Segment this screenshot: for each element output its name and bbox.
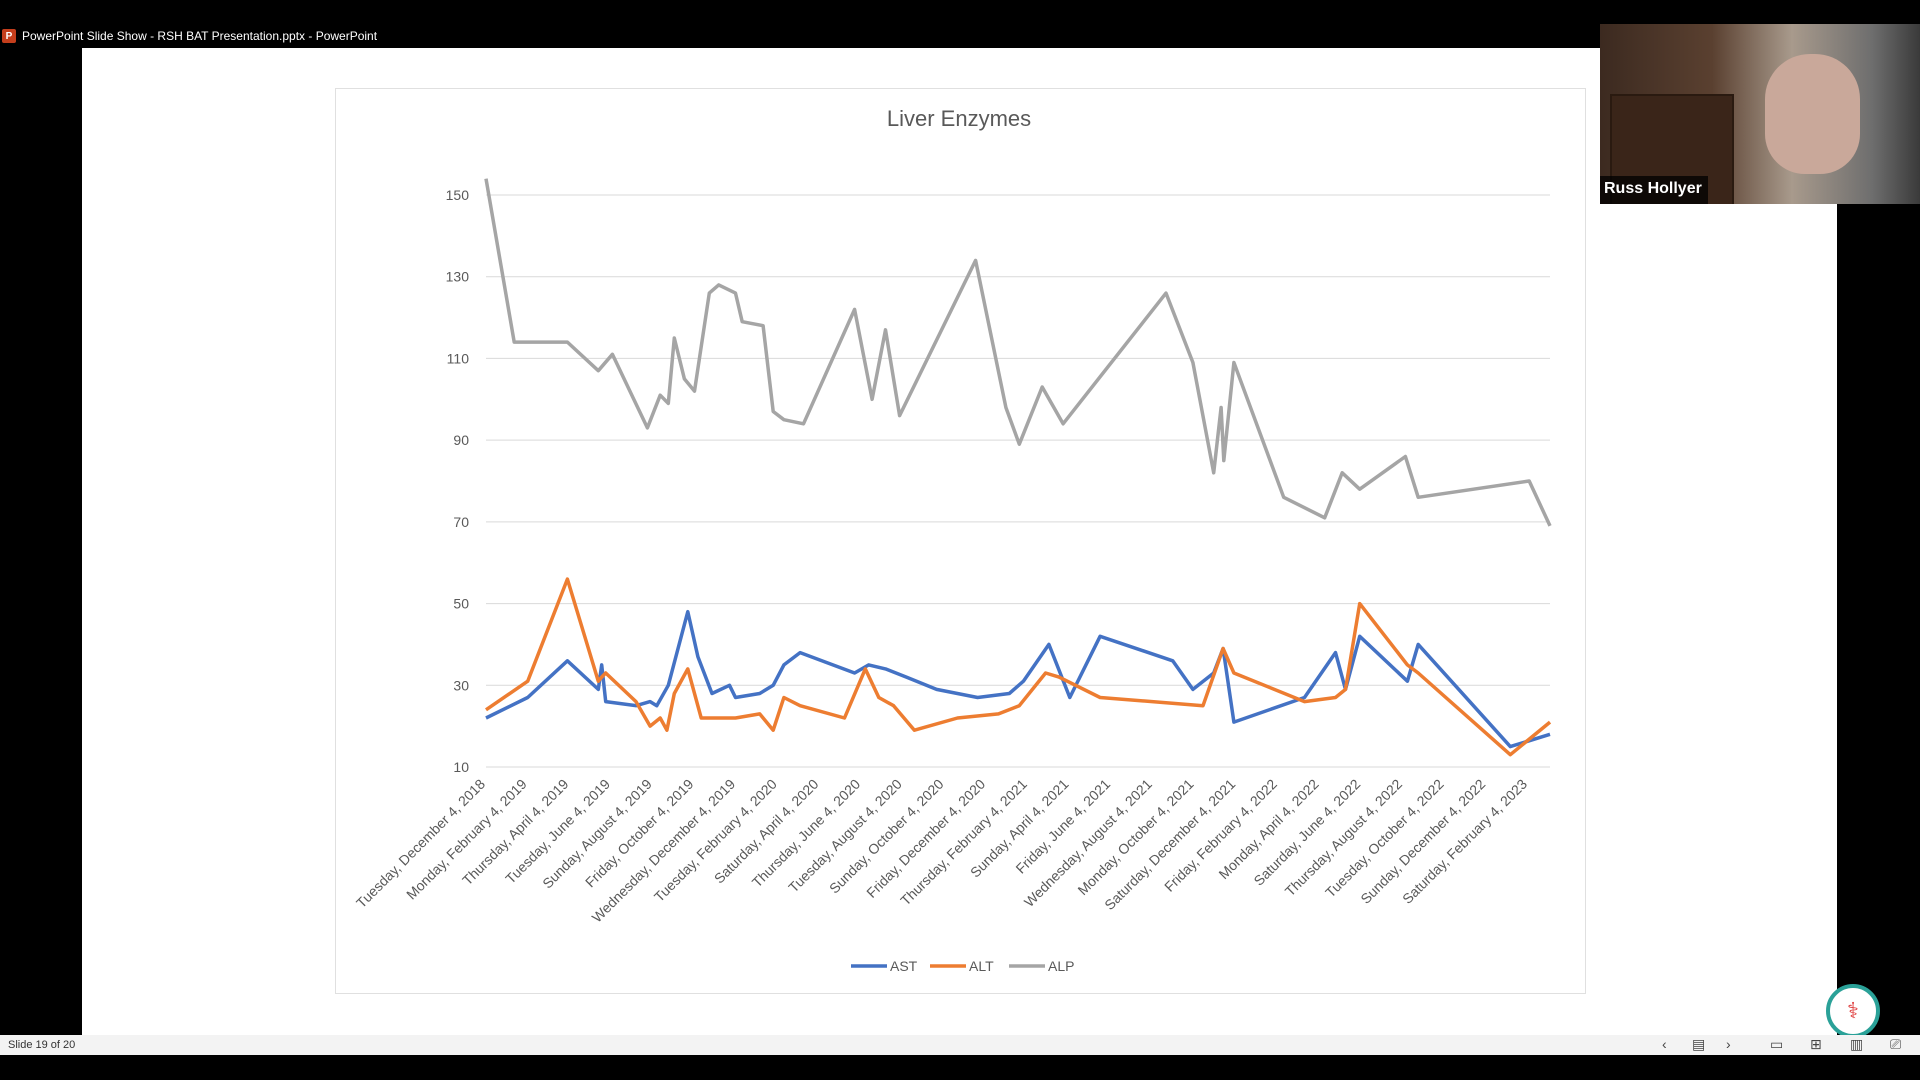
slide-counter: Slide 19 of 20: [8, 1039, 76, 1051]
participant-video[interactable]: Russ Hollyer: [1600, 24, 1920, 204]
next-slide-icon[interactable]: ›: [1726, 1036, 1731, 1052]
reading-view-icon[interactable]: ▥: [1850, 1036, 1864, 1052]
previous-slide-icon[interactable]: ‹: [1662, 1036, 1667, 1052]
status-bar: Slide 19 of 20: [0, 1035, 1920, 1055]
window-title: PowerPoint Slide Show - RSH BAT Presenta…: [22, 29, 378, 43]
presenter-view-icon[interactable]: ⎚: [1890, 1036, 1902, 1052]
slide-sorter-icon[interactable]: ⊞: [1810, 1036, 1822, 1052]
participant-name: Russ Hollyer: [1600, 176, 1708, 204]
slide-menu-icon[interactable]: ▤: [1692, 1036, 1706, 1052]
normal-view-icon[interactable]: ▭: [1770, 1036, 1784, 1052]
app-logo-icon: ⚕: [1826, 984, 1880, 1038]
participant-face: [1765, 54, 1860, 174]
chart-area: [335, 88, 1586, 994]
powerpoint-icon: P: [2, 29, 16, 43]
